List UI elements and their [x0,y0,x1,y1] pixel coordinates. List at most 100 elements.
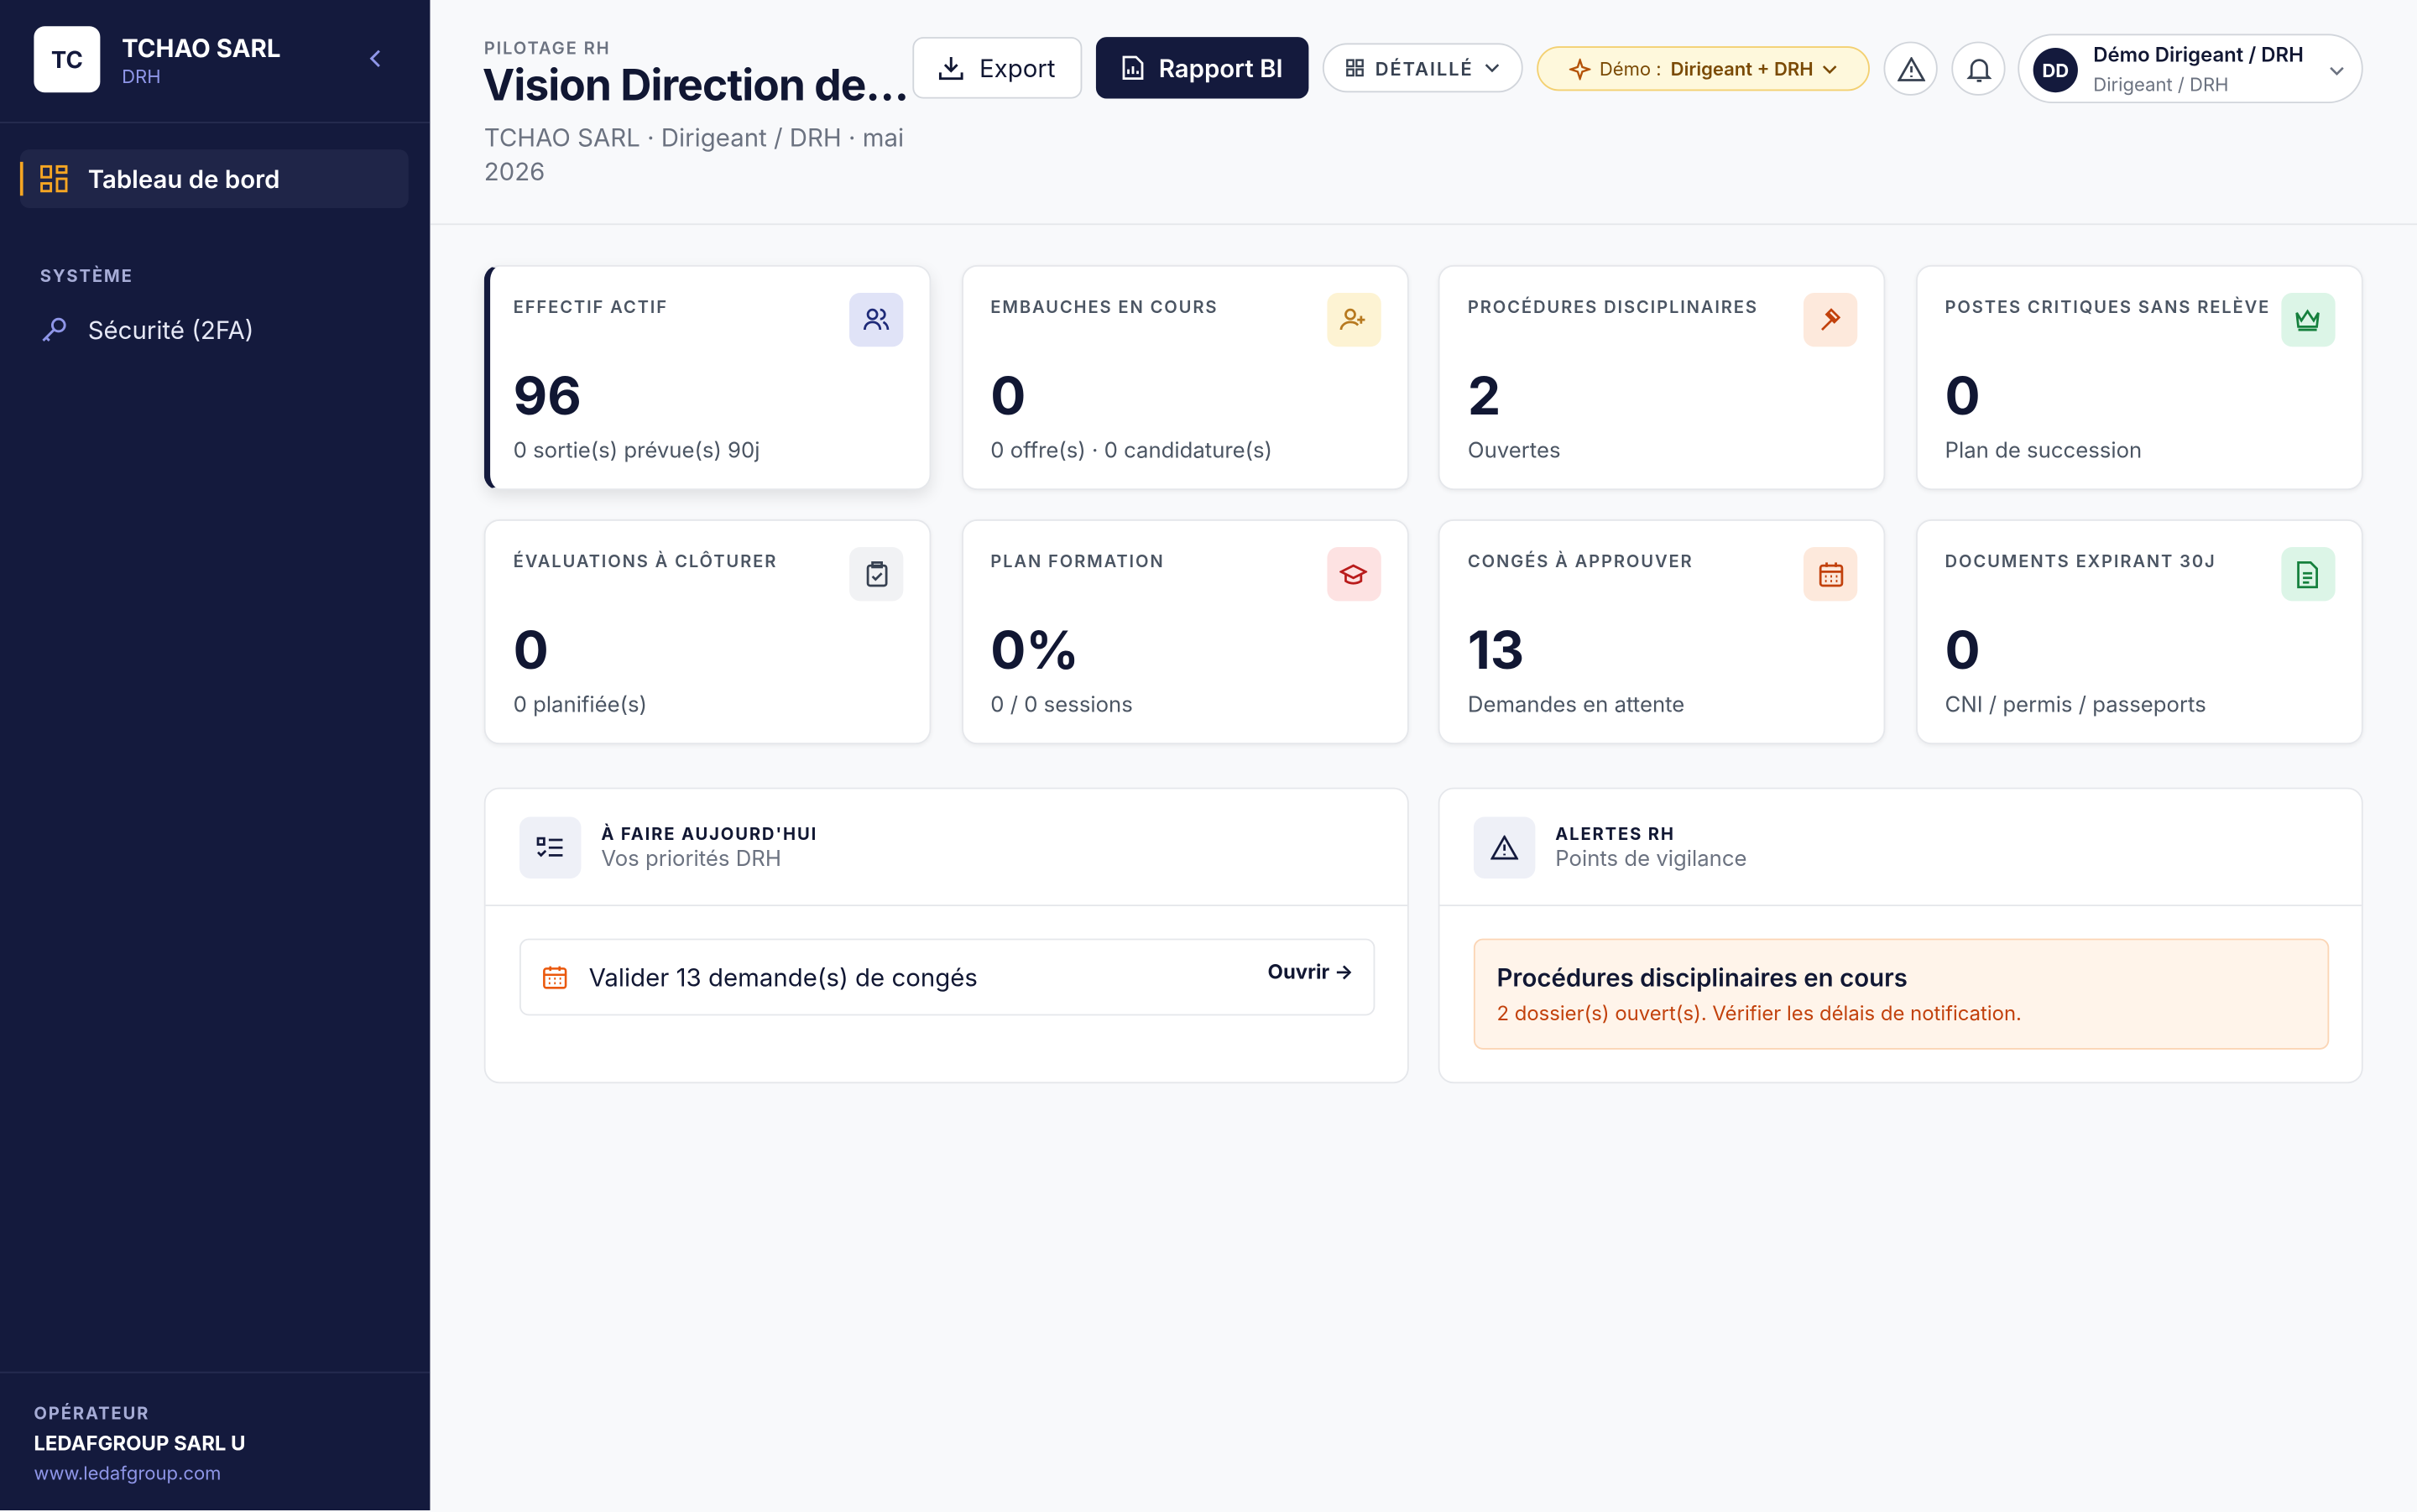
kpi-icon [1804,547,1858,602]
demo-label: Démo : [1599,56,1662,81]
sidebar-footer: OPÉRATEUR LEDAFGROUP SARL U www.ledafgro… [0,1371,431,1512]
alert-text: 2 dossier(s) ouvert(s). Vérifier les dél… [1496,1001,2022,1027]
icon [1346,59,1365,77]
panel-header: À FAIRE AUJOURD'HUI Vos priorités DRH [485,789,1407,907]
kpi-note: 0 sortie(s) prévue(s) 90j [513,437,760,464]
demo-value: Dirigeant + DRH [1670,56,1814,81]
demo-select[interactable]: Démo : Dirigeant + DRH [1537,46,1870,91]
nav-label: Tableau de bord [87,163,280,195]
kpi-label: ÉVALUATIONS À CLÔTURER [513,550,778,572]
kpi-card[interactable]: CONGÉS À APPROUVER 13 Demandes en attent… [1438,519,1886,745]
icon [1485,64,1499,73]
brand-role: DRH [122,65,161,88]
alert-item: Procédures disciplinaires en cours 2 dos… [1473,938,2330,1050]
icon [1897,56,1925,81]
kpi-label: POSTES CRITIQUES SANS RELÈVE [1945,295,2271,318]
kpi-value: 0 [990,365,1026,429]
kpi-icon [2280,292,2336,347]
alerts-button[interactable] [1883,41,1938,96]
page-title: Vision Direction de… [482,58,909,112]
kpi-card[interactable]: DOCUMENTS EXPIRANT 30J 0 CNI / permis / … [1915,519,2363,745]
kpi-card[interactable]: PLAN FORMATION 0% 0 / 0 sessions [961,519,1409,745]
kpi-card[interactable]: ÉVALUATIONS À CLÔTURER 0 0 planifiée(s) [483,519,932,745]
export-button[interactable]: Export [912,37,1083,99]
icon [40,164,68,193]
eyebrow: PILOTAGE RH [483,37,611,59]
footer-url[interactable]: www.ledafgroup.com [34,1461,222,1484]
user-role: Dirigeant / DRH [2093,72,2229,96]
section-label: SYSTÈME [39,264,133,287]
kpi-value: 0 [1945,365,1981,429]
kpi-card[interactable]: EMBAUCHES EN COURS 0 0 offre(s) · 0 cand… [961,264,1409,491]
kpi-icon [849,292,904,347]
todo-text: Valider 13 demande(s) de congés [588,962,978,993]
kpi-label: EMBAUCHES EN COURS [990,295,1219,318]
kpi-label: CONGÉS À APPROUVER [1467,550,1694,572]
panel-header: ALERTES RH Points de vigilance [1439,789,2362,907]
notifications-button[interactable] [1951,41,2006,96]
brand-name: TCHAO SARL [122,32,281,64]
panel-subtitle: Points de vigilance [1555,846,1747,873]
nav-item[interactable]: Sécurité (2FA) [20,308,409,351]
kpi-card[interactable]: PROCÉDURES DISCIPLINAIRES 2 Ouvertes [1438,264,1886,491]
user-menu[interactable]: DD Démo Dirigeant / DRH Dirigeant / DRH [2018,34,2363,104]
user-name: Démo Dirigeant / DRH [2093,43,2304,68]
kpi-note: Plan de succession [1945,437,2143,464]
todo-item: Valider 13 demande(s) de congés Ouvrir → [519,938,1376,1016]
report-button[interactable]: Rapport BI [1095,37,1309,99]
kpi-label: PLAN FORMATION [990,550,1165,572]
button-label: Rapport BI [1158,52,1283,84]
page-subtitle: TCHAO SARL · Dirigeant / DRH · mai 2026 [483,122,905,187]
brand: TC TCHAO SARL DRH [0,0,431,123]
kpi-value: 0 [1945,619,1981,683]
panel-icon [1473,816,1536,879]
kpi-icon [1804,292,1858,347]
footer-name: LEDAFGROUP SARL U [34,1431,246,1457]
kpi-note: 0 offre(s) · 0 candidature(s) [990,437,1273,464]
kpi-note: Ouvertes [1467,437,1561,464]
icon [2330,66,2344,76]
kpi-note: 0 / 0 sessions [990,691,1133,718]
button-label: Export [979,52,1056,84]
panel-subtitle: Vos priorités DRH [601,846,781,873]
icon [42,317,66,342]
alert-title: Procédures disciplinaires en cours [1496,962,1908,993]
nav-label: Sécurité (2FA) [87,314,254,346]
kpi-card[interactable]: POSTES CRITIQUES SANS RELÈVE 0 Plan de s… [1915,264,2363,491]
nav-item[interactable]: Tableau de bord [19,149,409,208]
icon [1569,57,1590,80]
kpi-value: 0% [990,619,1079,683]
panel-icon [519,816,582,879]
select-label: DÉTAILLÉ [1375,56,1474,80]
todo-action[interactable]: Ouvrir → [1267,960,1354,985]
kpi-icon [2280,547,2336,602]
panel-title: ALERTES RH [1555,822,1675,845]
kpi-value: 13 [1467,619,1525,683]
icon [939,56,964,81]
alerts-panel: ALERTES RH Points de vigilance Procédure… [1438,787,2363,1084]
collapse-button[interactable] [367,48,385,70]
kpi-label: EFFECTIF ACTIF [513,295,668,318]
icon [1965,58,1992,81]
todo-panel: À FAIRE AUJOURD'HUI Vos priorités DRH Va… [483,787,1409,1084]
kpi-note: 0 planifiée(s) [513,691,647,718]
icon [1823,65,1838,74]
footer-label: OPÉRATEUR [34,1402,150,1425]
kpi-card[interactable]: EFFECTIF ACTIF 96 0 sortie(s) prévue(s) … [483,264,932,491]
kpi-icon [1326,292,1381,347]
panel-title: À FAIRE AUJOURD'HUI [601,822,818,845]
kpi-value: 96 [513,365,582,429]
sidebar: TC TCHAO SARL DRH Tableau de bord SYSTÈM… [0,0,431,1512]
view-select[interactable]: DÉTAILLÉ [1322,43,1523,93]
avatar: DD [2033,47,2078,93]
kpi-grid: EFFECTIF ACTIF 96 0 sortie(s) prévue(s) … [483,264,2363,745]
icon [1122,55,1143,81]
kpi-note: CNI / permis / passeports [1945,691,2206,718]
kpi-value: 2 [1467,365,1501,429]
kpi-label: DOCUMENTS EXPIRANT 30J [1945,550,2216,572]
kpi-label: PROCÉDURES DISCIPLINAIRES [1467,295,1758,318]
brand-logo: TC [34,26,101,93]
kpi-icon [1326,547,1381,602]
